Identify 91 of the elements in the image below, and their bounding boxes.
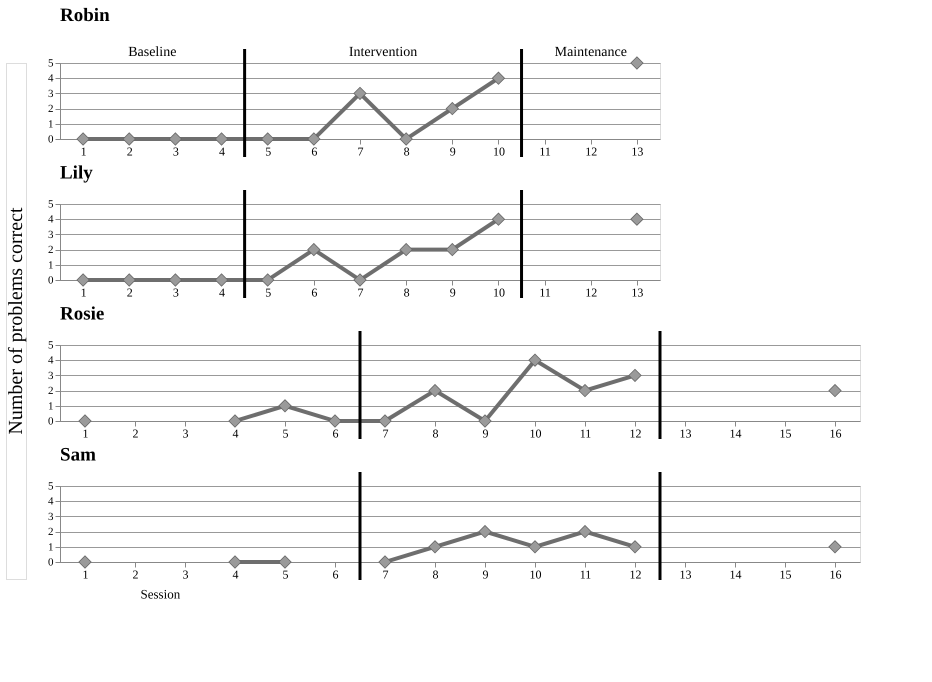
x-tick-label: 1 xyxy=(80,286,87,300)
x-tick-label: 5 xyxy=(282,568,288,582)
x-tick-label: 12 xyxy=(585,144,598,158)
x-tick-label: 5 xyxy=(265,144,272,158)
x-tick-label: 14 xyxy=(730,426,742,440)
x-tick-label: 16 xyxy=(830,568,842,582)
chart-title: Robin xyxy=(60,5,110,26)
x-tick-label: 6 xyxy=(311,144,318,158)
x-tick-label: 7 xyxy=(358,286,364,300)
chart-title: Lily xyxy=(60,162,94,184)
x-tick-label: 7 xyxy=(382,568,388,582)
y-tick-label: 1 xyxy=(48,400,54,412)
y-tick-label: 2 xyxy=(48,385,54,398)
text: Baseline xyxy=(128,45,176,60)
x-tick-label: 10 xyxy=(530,568,542,582)
x-tick-label: 15 xyxy=(780,426,792,440)
y-tick-label: 1 xyxy=(48,259,54,272)
y-tick-label: 1 xyxy=(48,541,54,554)
y-tick-label: 1 xyxy=(48,118,54,130)
y-tick-label: 0 xyxy=(48,416,54,428)
x-tick-label: 10 xyxy=(492,144,505,158)
y-tick-label: 0 xyxy=(48,134,54,146)
x-tick-label: 11 xyxy=(580,426,592,440)
x-tick-label: 16 xyxy=(830,426,842,440)
x-tick-label: 8 xyxy=(432,568,438,582)
x-tick-label: 13 xyxy=(680,568,692,582)
x-tick-label: 8 xyxy=(432,426,438,440)
y-tick-label: 0 xyxy=(48,274,54,286)
y-tick-label: 5 xyxy=(48,58,54,70)
y-tick-label: 3 xyxy=(48,370,54,382)
x-tick-label: 2 xyxy=(132,568,138,582)
x-tick-label: 3 xyxy=(172,286,179,300)
x-tick-label: 13 xyxy=(631,144,644,158)
y-tick-label: 3 xyxy=(48,228,54,241)
x-tick-label: 11 xyxy=(539,286,551,300)
chart-title: Sam xyxy=(60,444,96,466)
x-tick-label: 10 xyxy=(492,286,505,300)
y-tick-label: 4 xyxy=(48,72,54,85)
x-tick-label: 14 xyxy=(730,568,742,582)
x-tick-label: 3 xyxy=(172,144,179,158)
x-tick-label: 9 xyxy=(450,144,456,158)
x-tick-label: 1 xyxy=(80,144,87,158)
x-axis-title: Session xyxy=(140,586,181,602)
x-tick-label: 6 xyxy=(311,286,318,300)
x-tick-label: 10 xyxy=(530,426,542,440)
y-tick-label: 2 xyxy=(48,526,54,538)
x-tick-label: 12 xyxy=(630,426,642,440)
x-tick-label: 11 xyxy=(539,144,551,158)
x-tick-label: 4 xyxy=(219,286,226,300)
x-tick-label: 7 xyxy=(358,144,364,158)
y-axis-title: Number of problems correct xyxy=(5,206,27,435)
x-tick-label: 9 xyxy=(482,568,488,582)
x-tick-label: 1 xyxy=(82,568,88,582)
x-tick-label: 1 xyxy=(82,426,88,440)
x-tick-label: 4 xyxy=(232,568,238,582)
y-tick-label: 5 xyxy=(48,198,54,210)
x-tick-label: 9 xyxy=(450,286,456,300)
x-tick-label: 2 xyxy=(126,286,133,300)
y-tick-label: 5 xyxy=(48,340,54,352)
x-tick-label: 6 xyxy=(332,426,338,440)
y-tick-label: 3 xyxy=(48,88,54,100)
x-tick-label: 9 xyxy=(482,426,488,440)
y-tick-label: 4 xyxy=(48,354,54,367)
x-tick-label: 11 xyxy=(580,568,592,582)
x-tick-label: 2 xyxy=(126,144,133,158)
x-tick-label: 8 xyxy=(404,144,410,158)
x-tick-label: 4 xyxy=(232,426,238,440)
text: Intervention xyxy=(348,45,418,60)
x-tick-label: 3 xyxy=(182,426,188,440)
x-tick-label: 7 xyxy=(382,426,388,440)
y-tick-label: 5 xyxy=(48,480,54,492)
x-tick-label: 8 xyxy=(404,286,410,300)
x-tick-label: 4 xyxy=(219,144,226,158)
x-tick-label: 3 xyxy=(182,568,188,582)
y-tick-label: 4 xyxy=(48,214,54,226)
x-tick-label: 15 xyxy=(780,568,792,582)
y-tick-label: 0 xyxy=(48,556,54,568)
x-tick-label: 6 xyxy=(332,568,338,582)
x-tick-label: 12 xyxy=(630,568,642,582)
y-tick-label: 3 xyxy=(48,510,54,523)
x-tick-label: 13 xyxy=(680,426,692,440)
y-tick-label: 4 xyxy=(48,496,54,508)
chart-title: Rosie xyxy=(60,304,104,324)
x-tick-label: 2 xyxy=(132,426,138,440)
x-tick-label: 5 xyxy=(265,286,272,300)
text: Maintenance xyxy=(554,45,627,60)
y-tick-label: 2 xyxy=(48,244,54,256)
x-tick-label: 5 xyxy=(282,426,288,440)
x-tick-label: 12 xyxy=(585,286,598,300)
y-tick-label: 2 xyxy=(48,103,54,116)
x-tick-label: 13 xyxy=(631,286,644,300)
